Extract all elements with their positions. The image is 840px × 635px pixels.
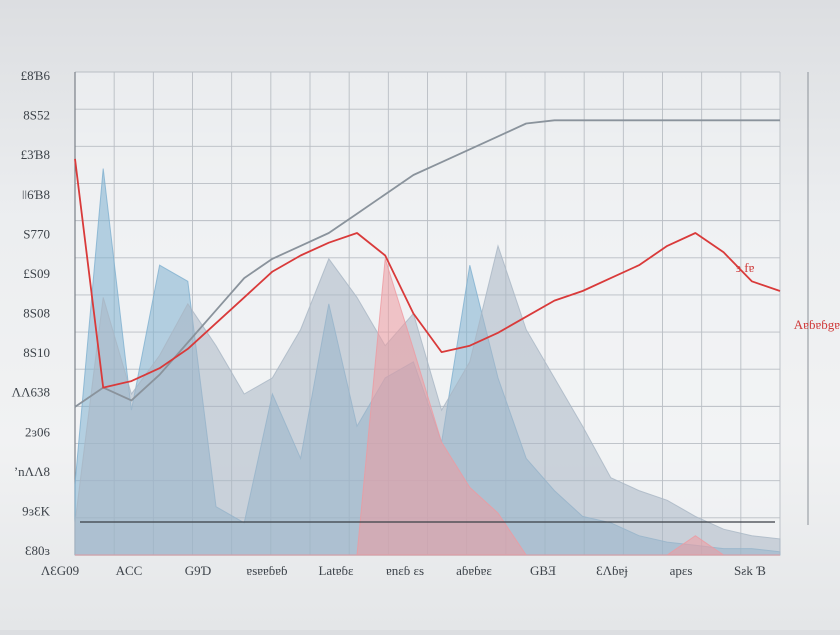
y-tick-label: 2ɜ06	[25, 424, 50, 439]
x-tick-label: ɐnɛɓ ɛs	[386, 563, 424, 578]
x-tick-label: ƐɅɓɐɉ	[596, 563, 628, 578]
y-tick-label: S770	[23, 226, 50, 241]
x-tick-label: aɓɐɓɐɛ	[456, 563, 492, 578]
x-tick-label: Latɐɓɛ	[318, 563, 354, 578]
x-tick-label: ɅƐG09	[41, 563, 79, 578]
x-tick-label: ɐsɐɐɓɐɓ	[246, 563, 287, 578]
x-tick-label: G9Ɗ	[185, 563, 212, 578]
area-series-2	[75, 258, 780, 556]
right-axis-annotation: Aɐɓɐɓgɐ	[794, 317, 840, 332]
y-tick-label: £8Ɓ6	[21, 68, 51, 83]
line-series-3	[74, 119, 780, 408]
y-tick-label: ǀǀ6Ɓ8	[22, 187, 50, 202]
y-tick-label: 8S08	[23, 306, 50, 321]
series-end-annotation: ɜ fɐ	[736, 260, 755, 275]
x-tick-label: Sƨk Ɓ	[734, 563, 766, 578]
x-tick-label: ACC	[116, 563, 143, 578]
y-tick-label: ɅɅ638	[12, 385, 50, 400]
line-series-4	[74, 158, 781, 389]
y-tick-label: £3Ɓ8	[21, 147, 50, 162]
y-tick-label: 8S52	[23, 108, 50, 123]
x-tick-label: GBƎ	[530, 563, 556, 578]
y-tick-label: £S09	[23, 266, 50, 281]
y-tick-label: 9ɜƐK	[22, 503, 50, 518]
x-tick-label: apɛs	[670, 563, 693, 578]
y-tick-label: 8S10	[23, 345, 50, 360]
y-tick-label: Ɛ80ɜ	[25, 543, 50, 558]
y-tick-label: ʼnɅɅ8	[14, 464, 50, 479]
